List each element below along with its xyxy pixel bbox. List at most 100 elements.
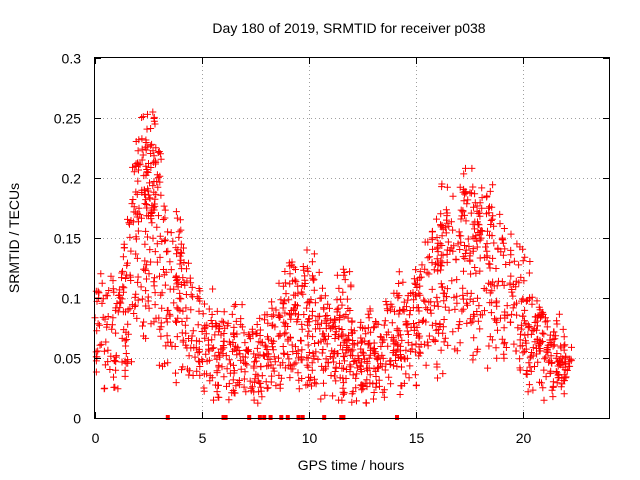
data-point xyxy=(178,318,186,325)
data-point xyxy=(281,279,289,287)
data-point xyxy=(126,220,133,228)
data-point xyxy=(501,245,509,253)
data-point xyxy=(241,353,249,361)
data-point xyxy=(418,317,426,325)
data-point xyxy=(399,278,407,286)
data-point xyxy=(218,345,226,353)
data-point xyxy=(128,200,136,208)
data-point xyxy=(279,359,287,367)
data-point xyxy=(156,232,164,240)
data-point xyxy=(333,271,341,279)
data-point xyxy=(357,345,365,353)
zero-value-point xyxy=(223,415,228,420)
data-point xyxy=(157,291,165,299)
data-point xyxy=(325,322,333,330)
data-point xyxy=(362,330,370,338)
data-point xyxy=(444,238,452,246)
data-point xyxy=(315,268,323,276)
data-point xyxy=(381,317,389,325)
data-point xyxy=(340,379,348,387)
data-point xyxy=(109,277,117,285)
data-point xyxy=(549,336,557,343)
data-point xyxy=(449,328,457,336)
data-point xyxy=(308,382,315,390)
data-point xyxy=(185,371,193,379)
data-point xyxy=(457,232,465,240)
zero-value-point xyxy=(247,415,252,420)
data-point xyxy=(321,292,329,300)
data-point xyxy=(212,323,220,331)
data-point xyxy=(186,274,194,282)
data-point xyxy=(428,259,436,267)
data-point xyxy=(471,264,479,271)
data-point xyxy=(365,314,373,322)
data-point xyxy=(441,334,449,342)
data-point xyxy=(124,356,132,364)
data-point xyxy=(434,248,442,256)
data-point xyxy=(157,191,165,199)
data-point xyxy=(339,288,347,296)
data-point xyxy=(432,319,440,327)
data-point xyxy=(147,125,155,132)
data-point xyxy=(528,300,536,308)
data-point xyxy=(539,384,547,392)
data-point xyxy=(183,277,191,285)
data-point xyxy=(478,204,486,212)
chart-title: Day 180 of 2019, SRMTID for receiver p03… xyxy=(212,20,485,36)
data-point xyxy=(474,220,482,228)
data-point xyxy=(318,319,325,327)
data-point xyxy=(134,278,142,286)
data-point xyxy=(555,357,563,365)
data-point xyxy=(177,248,185,256)
data-point xyxy=(280,350,288,358)
data-point xyxy=(122,350,130,357)
data-point xyxy=(506,259,514,267)
data-point xyxy=(251,358,258,366)
data-point xyxy=(220,373,228,381)
data-point xyxy=(383,301,391,309)
data-point xyxy=(549,342,557,350)
data-point xyxy=(482,243,489,251)
data-point xyxy=(561,341,569,349)
data-point xyxy=(467,209,475,217)
data-point xyxy=(122,275,130,282)
data-point xyxy=(311,340,319,347)
data-point xyxy=(211,331,219,339)
data-point xyxy=(550,328,558,336)
data-point xyxy=(263,384,271,392)
data-point xyxy=(507,230,515,238)
data-point xyxy=(528,349,535,356)
data-point xyxy=(173,333,181,341)
data-point xyxy=(412,382,420,390)
data-point xyxy=(236,350,244,358)
data-point xyxy=(428,321,436,329)
data-point xyxy=(261,316,268,324)
data-point xyxy=(380,321,388,329)
data-point xyxy=(333,308,341,316)
data-point xyxy=(201,324,209,332)
data-point xyxy=(346,307,354,314)
data-point xyxy=(521,306,529,314)
data-point xyxy=(104,358,112,366)
data-point xyxy=(483,240,491,248)
data-point xyxy=(355,356,363,364)
data-point xyxy=(395,280,403,287)
data-point xyxy=(261,341,269,349)
data-point xyxy=(358,348,366,356)
data-point xyxy=(229,339,237,346)
data-point xyxy=(434,239,442,247)
data-point xyxy=(458,307,466,315)
data-point xyxy=(279,343,287,350)
data-point xyxy=(449,226,457,234)
data-point xyxy=(394,332,402,340)
data-point xyxy=(320,336,328,344)
data-point xyxy=(522,370,530,378)
data-point xyxy=(264,384,272,392)
y-axis-label: SRMTID / TECUs xyxy=(6,183,22,293)
data-point xyxy=(98,279,106,287)
data-point xyxy=(142,287,150,295)
data-point xyxy=(102,291,110,299)
data-point xyxy=(225,356,233,364)
data-point xyxy=(488,336,496,344)
data-point xyxy=(297,337,305,345)
